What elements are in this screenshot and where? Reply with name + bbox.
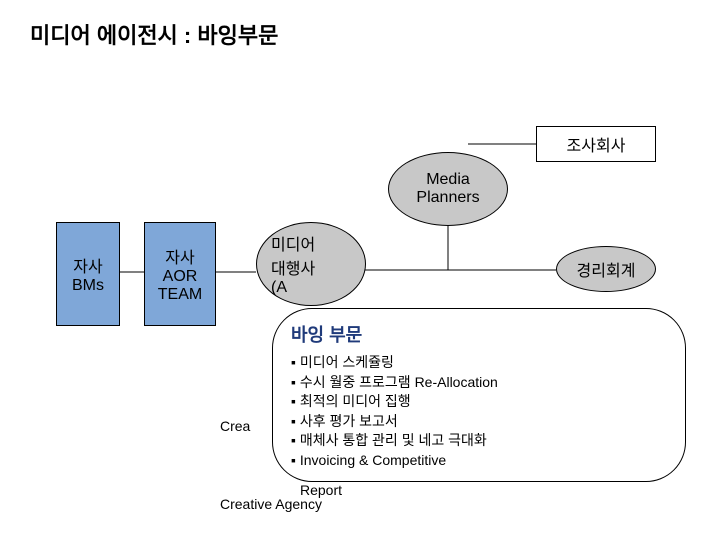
page-title: 미디어 에이전시 : 바잉부문 — [30, 18, 278, 50]
bubble-item: 미디어 스케쥴링 — [291, 353, 667, 373]
bubble-item: 수시 월중 프로그램 Re-Allocation — [291, 373, 667, 393]
aor-team-box: 자사 AOR TEAM — [144, 222, 216, 326]
research-company-box: 조사회사 — [536, 126, 656, 162]
bubble-item: 사후 평가 보고서 — [291, 412, 667, 432]
stray-text-creative-agency: Creative Agency — [220, 496, 322, 512]
accounting-circle: 경리회계 — [556, 246, 656, 292]
bubble-list: 미디어 스케쥴링 수시 월중 프로그램 Re-Allocation 최적의 미디… — [291, 353, 667, 471]
bubble-title: 바잉 부문 — [291, 321, 667, 347]
bubble-item: 최적의 미디어 집행 — [291, 392, 667, 412]
stray-text-crea: Crea — [220, 418, 250, 434]
bubble-item: 매체사 통합 관리 및 네고 극대화 — [291, 431, 667, 451]
bms-box: 자사 BMs — [56, 222, 120, 326]
bubble-item: Invoicing & Competitive — [291, 451, 667, 471]
media-agency-circle: 미디어 대행사 (A — [256, 222, 366, 306]
buying-section-bubble: 바잉 부문 미디어 스케쥴링 수시 월중 프로그램 Re-Allocation … — [272, 308, 686, 482]
media-planners-circle: Media Planners — [388, 152, 508, 226]
